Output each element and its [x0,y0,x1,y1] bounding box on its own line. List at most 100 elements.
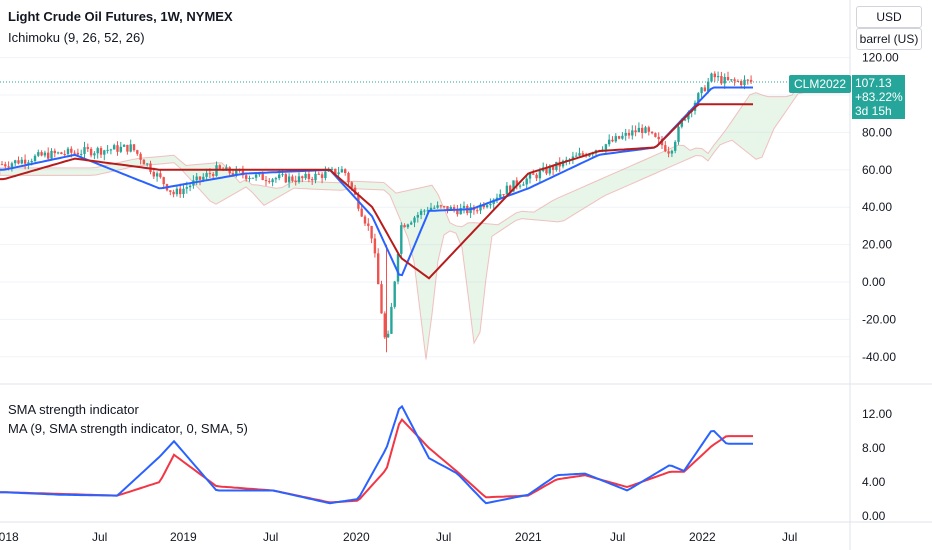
candle-body [683,119,687,121]
symbol-label: CLM2022 [789,75,852,93]
candle-body [10,163,14,168]
candle-body [575,155,578,157]
candle-body [703,87,707,92]
candle-body [604,144,608,150]
candle-body [231,173,235,176]
candle-body [647,127,650,132]
time-tick-label: 2022 [689,530,716,544]
strength-ma-legend[interactable]: MA (9, SMA strength indicator, 0, SMA, 5… [8,421,248,436]
candle-body [347,172,350,183]
candle-body [274,178,278,180]
candle-body [311,179,314,181]
chart-title[interactable]: Light Crude Oil Futures, 1W, NYMEX [8,9,233,24]
candle-body [4,164,7,167]
candle-body [294,180,297,183]
grid [0,57,850,358]
candle-body [561,160,565,167]
candle-body [396,253,400,282]
candle-body [304,173,307,179]
candle-body [670,150,674,154]
candle-body [179,188,182,195]
candle-body [551,166,555,170]
candle-body [733,79,736,81]
candle-body [264,180,268,182]
candle-body [571,156,575,160]
candle-body [512,180,515,192]
candle-body [413,217,416,223]
currency-selector[interactable]: USD [856,6,922,28]
price-tick-label: 0.00 [862,275,886,289]
candle-body [515,180,518,187]
candle-body [235,169,238,176]
candle-body [254,174,258,178]
candle-body [340,169,344,173]
candle-body [400,225,403,254]
time-tick-label: 2018 [0,530,19,544]
candle-body [317,173,320,175]
candle-body [73,152,76,154]
candle-body [548,166,551,174]
price-change: +83.22% [855,90,903,104]
candle-body [175,188,179,195]
candle-body [337,172,340,175]
candlesticks [0,71,753,353]
candle-body [740,81,743,86]
candle-body [43,152,47,156]
candle-body [716,76,720,78]
unit-selector[interactable]: barrel (US) [856,28,922,50]
candle-body [621,135,624,139]
candle-body [634,130,637,133]
candle-body [532,173,535,175]
time-tick-label: Jul [610,530,625,544]
candle-body [482,204,485,208]
candle-body [608,139,611,145]
candle-body [502,194,505,196]
candle-body [456,209,459,215]
candle-body [37,152,40,156]
candle-body [509,185,512,192]
candle-body [20,159,23,164]
candle-body [208,173,212,175]
candle-body [307,173,311,180]
ichimoku-lines [0,86,753,280]
candle-body [83,147,86,154]
candle-body [23,159,27,164]
candle-body [535,174,538,179]
candle-body [53,150,56,154]
candle-body [27,162,30,164]
candle-body [139,153,142,160]
ichimoku-legend[interactable]: Ichimoku (9, 26, 52, 26) [8,30,145,45]
candle-body [185,187,188,189]
candle-body [499,194,502,198]
candle-body [538,170,542,179]
candle-body [631,130,634,136]
candle-body [403,225,406,228]
candle-body [93,153,96,156]
candle-body [136,150,139,154]
candle-body [710,73,713,82]
candle-body [525,178,528,185]
candle-body [746,79,749,81]
candle-body [188,185,192,188]
candle-body [489,203,492,206]
strength-tick-label: 12.00 [862,407,892,421]
time-tick-label: 2020 [343,530,370,544]
last-price-label: 107.13 +83.22% 3d 15h [852,75,905,119]
candle-body [40,152,43,156]
price-tick-label: -40.00 [862,350,896,364]
base-line [0,103,753,280]
candle-body [720,76,723,84]
candle-body [172,191,175,195]
candle-body [152,171,155,177]
candle-body [433,207,436,209]
candle-body [169,190,172,192]
candle-body [281,174,284,176]
candle-body [17,160,20,164]
candle-body [373,238,377,254]
candle-body [248,177,251,179]
candle-body [528,173,532,179]
candle-body [63,153,66,155]
strength-legend[interactable]: SMA strength indicator [8,402,139,417]
